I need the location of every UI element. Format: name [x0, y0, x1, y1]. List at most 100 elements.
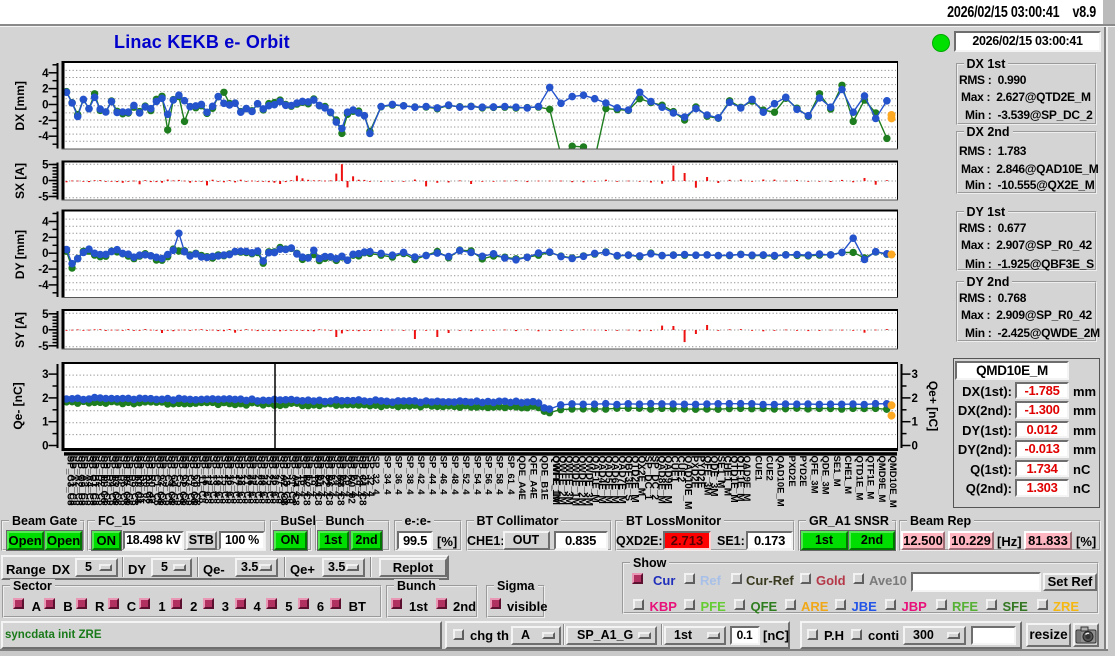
svg-text:QAF1E_M: QAF1E_M: [589, 456, 600, 503]
svg-text:SP_28_4: SP_28_4: [256, 456, 267, 498]
svg-text:-2: -2: [38, 115, 48, 127]
svg-text:SP_24_4: SP_24_4: [233, 456, 244, 498]
svg-text:PXD2E: PXD2E: [786, 456, 797, 487]
svg-text:SP_25_4: SP_25_4: [337, 456, 348, 498]
svg-text:QDE_A4E: QDE_A4E: [516, 456, 527, 500]
svg-text:QWFE_1M: QWFE_1M: [550, 456, 561, 503]
svg-text:QFE_3M: QFE_3M: [809, 456, 820, 494]
svg-text:QWDE_2M: QWDE_2M: [576, 456, 587, 507]
svg-text:SP_26_C8: SP_26_C8: [269, 456, 280, 505]
svg-text:SP_32_4: SP_32_4: [365, 456, 376, 498]
svg-text:SP_C7_C8: SP_C7_C8: [87, 456, 98, 506]
svg-text:SP_C5_C8: SP_C5_C8: [174, 456, 185, 506]
svg-text:SP_DC_2: SP_DC_2: [649, 456, 660, 501]
svg-text:QAD9E_M: QAD9E_M: [662, 456, 673, 504]
svg-text:SP_32_4: SP_32_4: [370, 456, 381, 496]
svg-text:1: 1: [912, 417, 919, 429]
svg-text:SP_R0_02: SP_R0_02: [346, 456, 357, 505]
svg-text:SP_B2_C8: SP_B2_C8: [95, 456, 106, 506]
svg-text:SP_32_4: SP_32_4: [267, 456, 278, 498]
svg-text:SP_C1_C8: SP_C1_C8: [357, 456, 368, 506]
svg-text:QFE_A4E: QFE_A4E: [528, 456, 539, 499]
svg-text:SP_46_4: SP_46_4: [438, 456, 449, 496]
svg-text:SP_B4_C8: SP_B4_C8: [312, 456, 323, 506]
svg-text:SP_C2_C8: SP_C2_C8: [157, 456, 168, 506]
svg-text:2: 2: [912, 393, 918, 405]
svg-text:QX2E_M: QX2E_M: [636, 456, 647, 497]
svg-text:SP_C3_C8: SP_C3_C8: [162, 456, 173, 506]
svg-text:QWFE_3M: QWFE_3M: [563, 456, 574, 505]
svg-text:SP_C8_C8: SP_C8_C8: [190, 456, 201, 506]
svg-text:SP_C3_C8: SP_C3_C8: [65, 456, 76, 506]
svg-text:CUE1: CUE1: [752, 456, 763, 482]
svg-text:-4: -4: [38, 280, 49, 292]
svg-text:SP_12_C8: SP_12_C8: [202, 456, 213, 505]
svg-text:SP_34_4: SP_34_4: [381, 456, 392, 496]
svg-text:QAD9E_M: QAD9E_M: [741, 456, 752, 502]
svg-text:SP_R0_01: SP_R0_01: [134, 456, 145, 505]
svg-text:SP_A4_C8: SP_A4_C8: [289, 456, 300, 506]
svg-text:PYD2E: PYD2E: [797, 456, 808, 487]
svg-text:-4: -4: [38, 131, 49, 143]
svg-text:SP_A2_C8: SP_A2_C8: [72, 456, 83, 506]
svg-text:SX [A]: SX [A]: [13, 163, 27, 199]
svg-text:QAD10E_M: QAD10E_M: [775, 456, 786, 507]
svg-text:SP_16_4: SP_16_4: [297, 456, 308, 498]
svg-text:QTF1E_M: QTF1E_M: [735, 456, 746, 502]
svg-text:Qe+ [nC]: Qe+ [nC]: [926, 381, 940, 431]
svg-text:0: 0: [42, 248, 48, 260]
svg-text:SP_36_4: SP_36_4: [393, 456, 404, 496]
svg-text:2: 2: [42, 84, 48, 96]
svg-text:SP_A2_C8: SP_A2_C8: [278, 456, 289, 506]
svg-text:SP_DC_1: SP_DC_1: [642, 456, 653, 501]
svg-text:0: 0: [42, 100, 48, 112]
svg-text:SP_22_4: SP_22_4: [222, 456, 233, 498]
svg-text:0: 0: [42, 325, 48, 337]
svg-text:SP_11_C8: SP_11_C8: [196, 456, 207, 504]
svg-text:SP_28_4: SP_28_4: [353, 456, 364, 498]
svg-text:SP_C7_C8: SP_C7_C8: [185, 456, 196, 506]
svg-text:-5: -5: [38, 341, 49, 353]
svg-text:SP_B8_C8: SP_B8_C8: [129, 456, 140, 506]
svg-text:SP_58_4: SP_58_4: [494, 456, 505, 496]
svg-text:SP_61_4: SP_61_4: [505, 456, 516, 496]
svg-text:SP_56_4: SP_56_4: [483, 456, 494, 496]
svg-text:SP_B6_C8: SP_B6_C8: [117, 456, 128, 506]
svg-text:SP_B1_C8: SP_B1_C8: [89, 456, 100, 506]
svg-text:QWFE_2M: QWFE_2M: [556, 456, 567, 505]
svg-text:SP_27_C8: SP_27_C8: [275, 456, 286, 505]
svg-text:SP_17_C8: SP_17_C8: [230, 456, 241, 505]
svg-text:SY [A]: SY [A]: [13, 312, 27, 348]
svg-text:QTD1E_M: QTD1E_M: [853, 456, 864, 501]
svg-text:SP_11_C8: SP_11_C8: [98, 456, 109, 504]
svg-text:SP_C1_C8: SP_C1_C8: [151, 456, 162, 506]
svg-text:SP_15_C8: SP_15_C8: [218, 456, 229, 505]
svg-text:DY [mm]: DY [mm]: [13, 230, 27, 279]
svg-text:SP_23_C8: SP_23_C8: [154, 456, 165, 505]
svg-text:SP_17_C8: SP_17_C8: [132, 456, 143, 505]
svg-text:SP_23_4: SP_23_4: [325, 456, 336, 498]
svg-text:QAD10E_M: QAD10E_M: [682, 456, 693, 510]
svg-text:SP_24_4: SP_24_4: [331, 456, 342, 498]
svg-text:QAD4E_M: QAD4E_M: [596, 456, 607, 504]
svg-text:QTD1E_M: QTD1E_M: [728, 456, 739, 503]
svg-text:SP_A1_C8: SP_A1_C8: [67, 456, 78, 506]
svg-text:QAD8E_M: QAD8E_M: [655, 456, 666, 504]
svg-text:CHE1_M: CHE1_M: [842, 456, 853, 495]
svg-text:3: 3: [912, 369, 918, 381]
svg-text:QAD5E_M: QAD5E_M: [603, 456, 614, 504]
svg-text:SP_13_C8: SP_13_C8: [207, 456, 218, 505]
svg-text:CUE1: CUE1: [669, 456, 680, 483]
svg-text:1: 1: [42, 417, 49, 429]
svg-text:CUE2: CUE2: [675, 456, 686, 483]
svg-text:SP_18_C8: SP_18_C8: [235, 456, 246, 505]
svg-text:-2: -2: [38, 264, 48, 276]
svg-text:SP_16_C8: SP_16_C8: [224, 456, 235, 505]
svg-text:SP_21_C8: SP_21_C8: [143, 456, 154, 505]
svg-text:SP_B8_C8: SP_B8_C8: [334, 456, 345, 506]
svg-text:QMD10E_M: QMD10E_M: [887, 456, 898, 508]
svg-text:SP_28_C8: SP_28_C8: [280, 456, 291, 505]
svg-text:SP_26_4: SP_26_4: [244, 456, 255, 498]
svg-text:QFE_3M: QFE_3M: [702, 456, 713, 496]
svg-text:SP_C4_C8: SP_C4_C8: [168, 456, 179, 506]
